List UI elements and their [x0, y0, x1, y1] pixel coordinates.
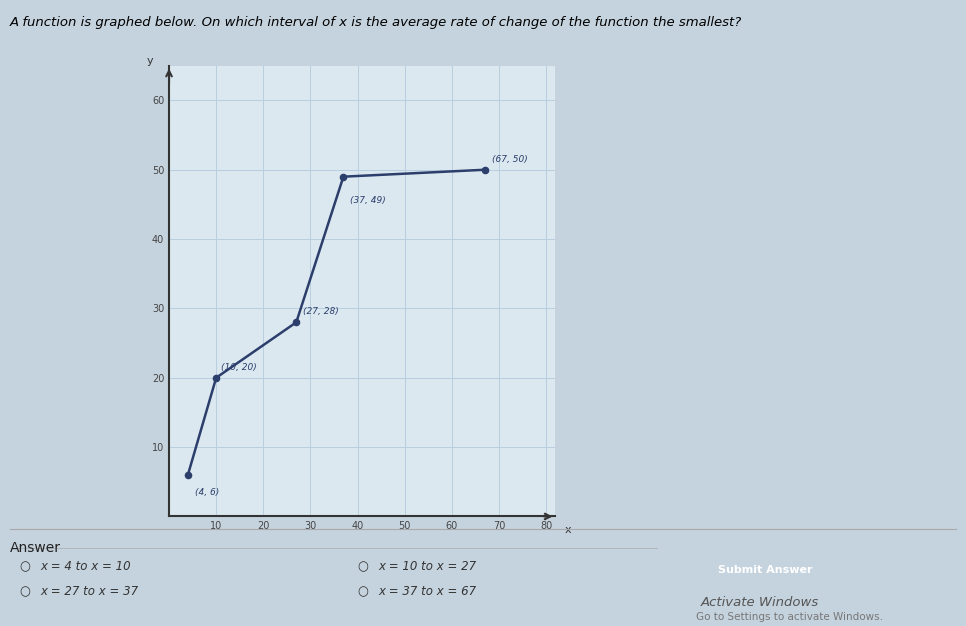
Text: (10, 20): (10, 20)	[221, 363, 257, 372]
Text: (4, 6): (4, 6)	[195, 488, 219, 496]
Text: y: y	[147, 56, 154, 66]
Text: ○: ○	[19, 560, 30, 573]
Point	[477, 165, 493, 175]
Text: ○: ○	[357, 560, 368, 573]
Point	[209, 372, 224, 382]
Text: (27, 28): (27, 28)	[303, 307, 339, 316]
Text: x = 10 to x = 27: x = 10 to x = 27	[379, 560, 477, 573]
Text: x: x	[565, 525, 572, 535]
Text: Answer: Answer	[10, 541, 61, 555]
Text: x = 27 to x = 37: x = 27 to x = 37	[41, 585, 139, 598]
Text: ○: ○	[357, 585, 368, 598]
Point	[181, 470, 196, 480]
Text: x = 4 to x = 10: x = 4 to x = 10	[41, 560, 131, 573]
Text: ○: ○	[19, 585, 30, 598]
Text: (37, 49): (37, 49)	[351, 197, 386, 205]
Point	[335, 172, 351, 182]
Text: Submit Answer: Submit Answer	[719, 565, 812, 575]
Text: (67, 50): (67, 50)	[492, 155, 527, 164]
Text: A function is graphed below. On which interval of x is the average rate of chang: A function is graphed below. On which in…	[10, 16, 742, 29]
Text: Activate Windows: Activate Windows	[700, 596, 818, 608]
Text: Go to Settings to activate Windows.: Go to Settings to activate Windows.	[696, 612, 883, 622]
Point	[289, 317, 304, 327]
Text: x = 37 to x = 67: x = 37 to x = 67	[379, 585, 477, 598]
